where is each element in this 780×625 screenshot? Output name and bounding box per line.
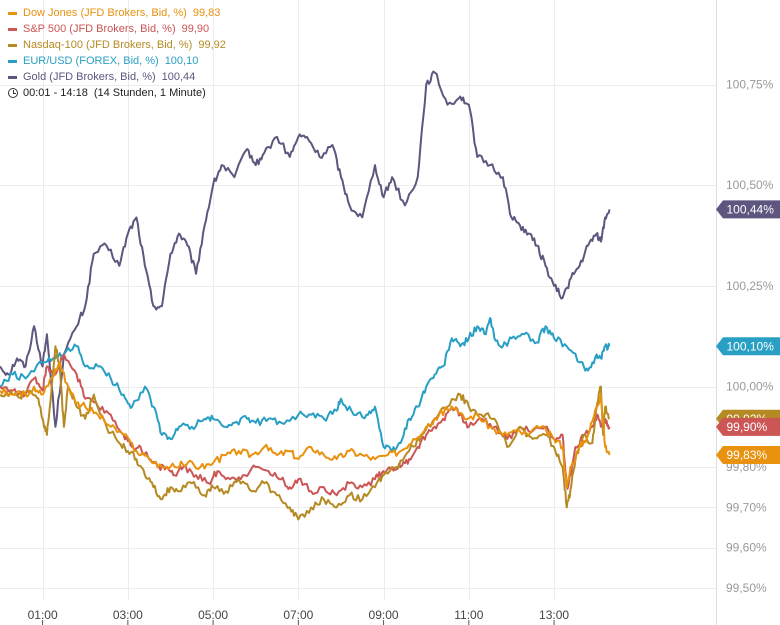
time-range: 00:01 - 14:18 [23, 87, 88, 99]
x-tick-label: 07:00 [283, 608, 313, 622]
legend-item-nasdaq[interactable]: Nasdaq-100 (JFD Brokers, Bid, %) 99,92 [8, 37, 226, 53]
legend-swatch [8, 27, 17, 31]
last-value-tag-eur-usd-forex-bid: 100,10% [716, 337, 780, 356]
tag-background [716, 200, 780, 219]
tag-label: 99,90% [727, 420, 768, 434]
legend-value: 100,10 [164, 55, 199, 67]
y-tick-label: 100,25% [726, 279, 774, 293]
legend-item-sp500[interactable]: S&P 500 (JFD Brokers, Bid, %) 99,90 [8, 21, 226, 37]
last-value-tag-dow-jones-jfd-brokers-bid: 99,83% [716, 446, 780, 465]
legend-item-dow-jones[interactable]: Dow Jones (JFD Brokers, Bid, %) 99,83 [8, 5, 226, 21]
time-range-detail: (14 Stunden, 1 Minute) [93, 87, 206, 99]
legend-label: Gold (JFD Brokers, Bid, %) [23, 71, 156, 83]
y-tick-label: 100,75% [726, 78, 774, 92]
y-tick-label: 99,50% [726, 581, 767, 595]
legend-label: S&P 500 (JFD Brokers, Bid, %) [23, 23, 176, 35]
last-value-tag-s-p-500-jfd-brokers-bid: 99,90% [716, 417, 780, 436]
series-line-gold-jfd-brokers-bid [0, 70, 611, 428]
legend-swatch [8, 59, 17, 63]
series-line-nasdaq-100-jfd-brokers-bid [0, 345, 610, 521]
tag-background [716, 446, 780, 465]
x-tick-label: 05:00 [198, 608, 228, 622]
x-tick-label: 11:00 [454, 608, 483, 622]
gridlines [0, 0, 717, 625]
series-lines [0, 70, 611, 521]
x-tick-label: 03:00 [113, 608, 143, 622]
y-tick-label: 99,60% [726, 541, 767, 555]
legend-item-eurusd[interactable]: EUR/USD (FOREX, Bid, %) 100,10 [8, 53, 226, 69]
tag-label: 99,83% [727, 448, 768, 462]
y-axis-ticks: 100,75%100,50%100,25%100,00%99,80%99,70%… [726, 78, 774, 595]
last-value-tag-gold-jfd-brokers-bid: 100,44% [716, 200, 780, 219]
legend-label: EUR/USD (FOREX, Bid, %) [23, 55, 159, 67]
legend-value: 99,90 [181, 23, 210, 35]
tag-background [716, 337, 780, 356]
series-line-dow-jones-jfd-brokers-bid [0, 361, 611, 489]
legend-value: 100,44 [161, 71, 196, 83]
legend-swatch [8, 75, 17, 79]
time-range-row: 00:01 - 14:18 (14 Stunden, 1 Minute) [8, 85, 226, 101]
series-line-eur-usd-forex-bid [0, 317, 611, 452]
x-axis-ticks: 01:00 03:00 05:00 07:00 09:00 11:00 13:00 [28, 608, 569, 625]
legend-label: Nasdaq-100 (JFD Brokers, Bid, %) [23, 39, 193, 51]
y-tick-label: 100,50% [726, 178, 774, 192]
clock-icon [8, 88, 18, 98]
legend-swatch [8, 43, 17, 47]
x-tick-label: 01:00 [28, 608, 58, 622]
tag-label: 100,44% [727, 203, 775, 217]
legend-item-gold[interactable]: Gold (JFD Brokers, Bid, %) 100,44 [8, 69, 226, 85]
last-value-tags: 100,44%100,10%99,92%99,90%99,83% [716, 200, 780, 465]
legend-swatch [8, 11, 17, 15]
legend-value: 99,92 [198, 39, 226, 51]
tag-label: 100,10% [727, 340, 775, 354]
y-tick-label: 99,70% [726, 500, 767, 514]
legend: Dow Jones (JFD Brokers, Bid, %) 99,83 S&… [8, 5, 226, 101]
tag-background [716, 417, 780, 436]
x-tick-label: 09:00 [369, 608, 399, 622]
legend-label: Dow Jones (JFD Brokers, Bid, %) [23, 7, 187, 19]
x-tick-label: 13:00 [539, 608, 569, 622]
y-tick-label: 100,00% [726, 380, 774, 394]
legend-value: 99,83 [192, 7, 221, 19]
series-line-s-p-500-jfd-brokers-bid [0, 353, 611, 497]
